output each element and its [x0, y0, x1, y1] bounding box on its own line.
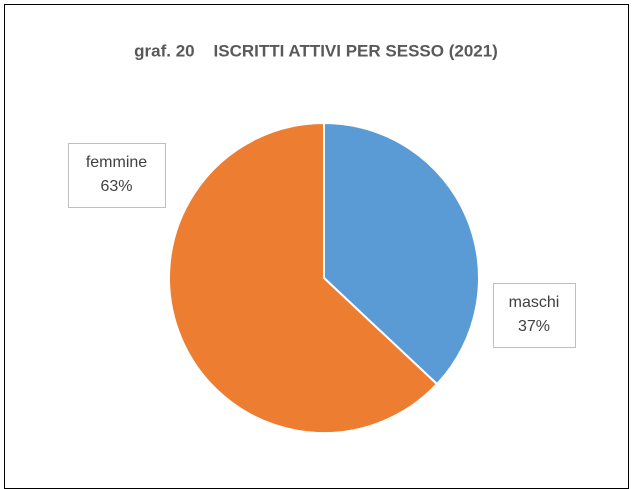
label-box	[68, 143, 166, 208]
chart-title: graf. 20 ISCRITTI ATTIVI PER SESSO (2021…	[134, 41, 498, 60]
pie-slice	[168, 121, 439, 434]
category-label: maschi	[509, 294, 560, 311]
value-label: 37%	[518, 318, 550, 335]
category-label: femmine	[86, 154, 147, 171]
value-label: 63%	[100, 178, 132, 195]
label-box	[493, 283, 576, 348]
pie-slice	[323, 121, 480, 386]
